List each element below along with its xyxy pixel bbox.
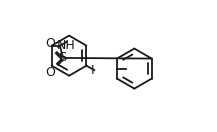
Text: S: S (59, 51, 67, 64)
Text: NH: NH (57, 39, 76, 52)
Text: O: O (45, 37, 55, 50)
Text: I: I (90, 64, 94, 77)
Text: O: O (45, 66, 55, 79)
